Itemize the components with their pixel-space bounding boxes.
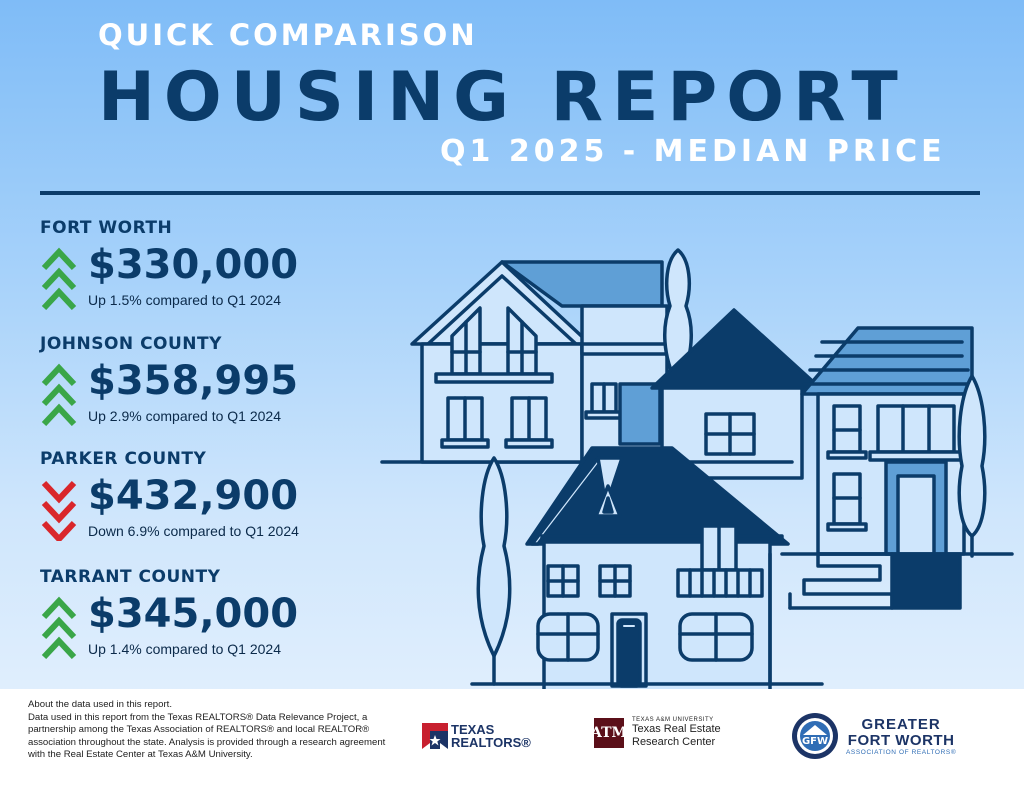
tamu-university-label: TEXAS A&M UNIVERSITY bbox=[632, 717, 714, 723]
region-fort-worth: FORT WORTH $330,000 Up 1.5% compared to … bbox=[40, 218, 298, 310]
price-change: Up 2.9% compared to Q1 2024 bbox=[88, 408, 282, 424]
region-tarrant-county: TARRANT COUNTY $345,000 Up 1.4% compared… bbox=[40, 567, 298, 659]
up-arrows-icon bbox=[41, 363, 77, 426]
up-arrows-icon bbox=[41, 247, 77, 310]
tamu-research-center-logo: ATM TEXAS A&M UNIVERSITY Texas Real Esta… bbox=[591, 717, 721, 749]
gfw-seal-icon: GFW bbox=[792, 713, 838, 759]
region-johnson-county: JOHNSON COUNTY $358,995 Up 2.9% compared… bbox=[40, 334, 298, 426]
page-title: HOUSING REPORT bbox=[98, 58, 907, 137]
kicker-text: QUICK COMPARISON bbox=[98, 18, 478, 52]
region-name: TARRANT COUNTY bbox=[40, 567, 221, 587]
region-parker-county: PARKER COUNTY $432,900 Down 6.9% compare… bbox=[40, 449, 299, 541]
about-body: Data used in this report from the Texas … bbox=[28, 711, 386, 761]
gfw-line1: GREATER bbox=[861, 715, 941, 733]
about-heading: About the data used in this report. bbox=[28, 699, 172, 710]
median-price: $358,995 bbox=[88, 358, 299, 404]
tamu-mark: ATM bbox=[591, 718, 627, 748]
price-change: Up 1.4% compared to Q1 2024 bbox=[88, 641, 282, 657]
region-name: PARKER COUNTY bbox=[40, 449, 207, 469]
footer: About the data used in this report. Data… bbox=[0, 689, 1024, 791]
median-price: $330,000 bbox=[88, 242, 299, 288]
median-price: $432,900 bbox=[88, 473, 299, 519]
texas-realtors-mark-icon bbox=[422, 723, 448, 749]
gfw-seal-text: GFW bbox=[802, 736, 828, 747]
about-data-note: About the data used in this report. Data… bbox=[28, 699, 388, 762]
median-price: $345,000 bbox=[88, 591, 299, 637]
texas-realtors-logo: TEXAS REALTORS® bbox=[422, 723, 531, 749]
region-name: JOHNSON COUNTY bbox=[40, 334, 222, 354]
texas-realtors-line1: TEXAS bbox=[451, 722, 495, 737]
down-arrows-icon bbox=[41, 480, 77, 541]
up-arrows-icon bbox=[41, 596, 77, 659]
price-change: Up 1.5% compared to Q1 2024 bbox=[88, 292, 282, 308]
gfw-line3: ASSOCIATION OF REALTORS® bbox=[846, 748, 957, 756]
greater-fort-worth-logo: GFW GREATER FORT WORTH ASSOCIATION OF RE… bbox=[790, 711, 956, 761]
texas-realtors-line2: REALTORS® bbox=[451, 735, 531, 750]
region-name: FORT WORTH bbox=[40, 218, 173, 238]
tamu-line1: Texas Real Estate bbox=[632, 723, 721, 735]
price-change: Down 6.9% compared to Q1 2024 bbox=[88, 523, 299, 539]
header-divider bbox=[40, 191, 980, 195]
houses-illustration bbox=[380, 248, 1014, 689]
tamu-line2: Research Center bbox=[632, 736, 716, 748]
page-subtitle: Q1 2025 - MEDIAN PRICE bbox=[440, 134, 946, 169]
gfw-line2: FORT WORTH bbox=[847, 731, 955, 749]
